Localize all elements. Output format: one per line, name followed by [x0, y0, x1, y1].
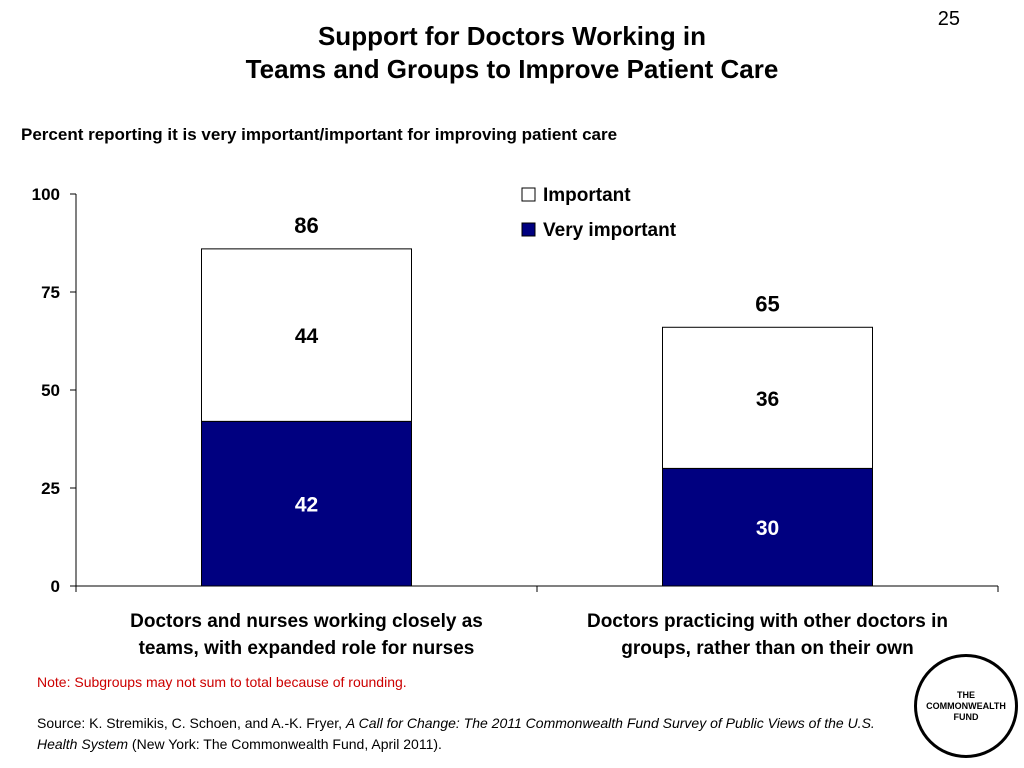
bar-important-1 — [662, 326, 873, 469]
y-tick-label-25: 25 — [41, 479, 60, 498]
bar-very-important-0 — [201, 420, 412, 587]
bar-important-0 — [201, 248, 412, 422]
bar-very-important-1 — [662, 467, 873, 587]
source-prefix: Source: K. Stremikis, C. Schoen, and A.-… — [37, 715, 346, 731]
data-label-important-0: 44 — [295, 325, 319, 348]
total-label-1: 65 — [755, 291, 779, 316]
y-tick-label-0: 0 — [51, 577, 60, 596]
category-label-0-line-1: teams, with expanded role for nurses — [139, 638, 475, 659]
data-label-very-important-1: 30 — [756, 517, 779, 540]
chart-title-line-2: Teams and Groups to Improve Patient Care — [245, 54, 779, 84]
logo-line-3: FUND — [953, 711, 979, 722]
source-title: A Call for Change: The 2011 Commonwealth… — [37, 715, 875, 752]
stacked-bar-chart: 0 25 50 75 100 42 44 86 Doctors and nurses worki… — [32, 185, 999, 659]
y-tick-label-75: 75 — [41, 283, 60, 302]
logo-line-2: COMMONWEALTH — [926, 700, 1006, 711]
chart-subtitle: Percent reporting it is very important/i… — [21, 125, 618, 144]
legend-swatch-important — [521, 187, 536, 202]
data-label-very-important-0: 42 — [295, 494, 318, 517]
commonwealth-fund-logo: THE COMMONWEALTH FUND — [914, 654, 1018, 758]
chart-title-line-1: Support for Doctors Working in — [317, 21, 707, 51]
legend-label-important: Important — [543, 185, 631, 206]
source-suffix: (New York: The Commonwealth Fund, April … — [128, 736, 442, 752]
source-citation: Source: K. Stremikis, C. Schoen, and A.-… — [37, 713, 897, 755]
page-number: 25 — [937, 8, 960, 30]
y-tick-label-50: 50 — [41, 381, 60, 400]
y-tick-label-100: 100 — [32, 185, 60, 204]
category-label-1-line-0: Doctors practicing with other doctors in — [587, 611, 948, 632]
category-label-1-line-1: groups, rather than on their own — [621, 638, 913, 659]
legend-swatch-very-important — [521, 222, 536, 237]
footnote: Note: Subgroups may not sum to total bec… — [37, 674, 407, 690]
chart-title: Support for Doctors Working in Teams and… — [0, 20, 1024, 86]
logo-line-1: THE — [956, 689, 975, 700]
legend-label-very-important: Very important — [543, 220, 677, 241]
category-label-0-line-0: Doctors and nurses working closely as — [130, 611, 483, 632]
data-label-important-1: 36 — [756, 388, 779, 411]
total-label-0: 86 — [294, 213, 318, 238]
